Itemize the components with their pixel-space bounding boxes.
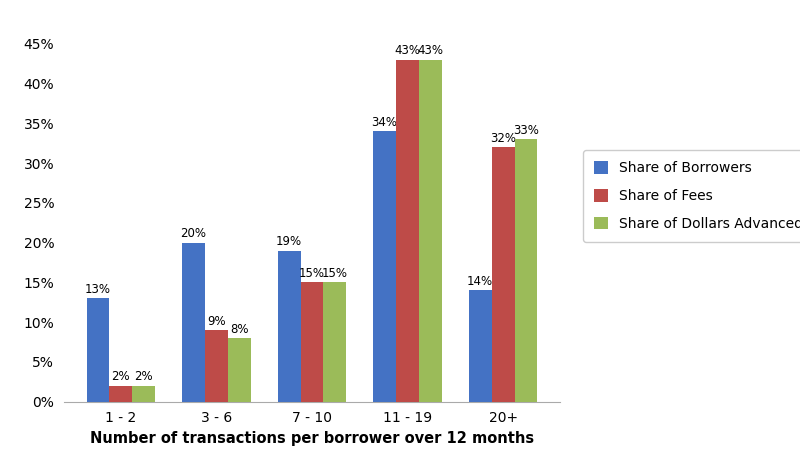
Legend: Share of Borrowers, Share of Fees, Share of Dollars Advanced: Share of Borrowers, Share of Fees, Share… — [583, 150, 800, 242]
Text: 14%: 14% — [467, 275, 493, 288]
Text: 15%: 15% — [299, 267, 325, 280]
Text: 19%: 19% — [276, 235, 302, 248]
Bar — [110, 386, 133, 402]
Bar — [133, 386, 155, 402]
Text: 13%: 13% — [85, 283, 111, 296]
Bar — [205, 330, 228, 402]
Bar — [182, 243, 205, 402]
X-axis label: Number of transactions per borrower over 12 months: Number of transactions per borrower over… — [90, 431, 534, 446]
Text: 32%: 32% — [490, 132, 516, 145]
Text: 9%: 9% — [207, 315, 226, 328]
Bar — [491, 147, 514, 402]
Text: 43%: 43% — [394, 44, 421, 57]
Text: 2%: 2% — [134, 370, 153, 383]
Bar — [419, 60, 442, 402]
Text: 33%: 33% — [513, 124, 539, 137]
Bar — [278, 251, 301, 402]
Bar — [301, 283, 323, 402]
Text: 43%: 43% — [418, 44, 443, 57]
Text: 20%: 20% — [181, 227, 206, 240]
Bar — [86, 298, 110, 402]
Text: 2%: 2% — [112, 370, 130, 383]
Text: 8%: 8% — [230, 323, 249, 336]
Text: 34%: 34% — [372, 116, 398, 129]
Bar — [228, 338, 251, 402]
Bar — [514, 139, 538, 402]
Bar — [396, 60, 419, 402]
Bar — [373, 131, 396, 402]
Bar — [469, 290, 491, 402]
Text: 15%: 15% — [322, 267, 348, 280]
Bar — [323, 283, 346, 402]
